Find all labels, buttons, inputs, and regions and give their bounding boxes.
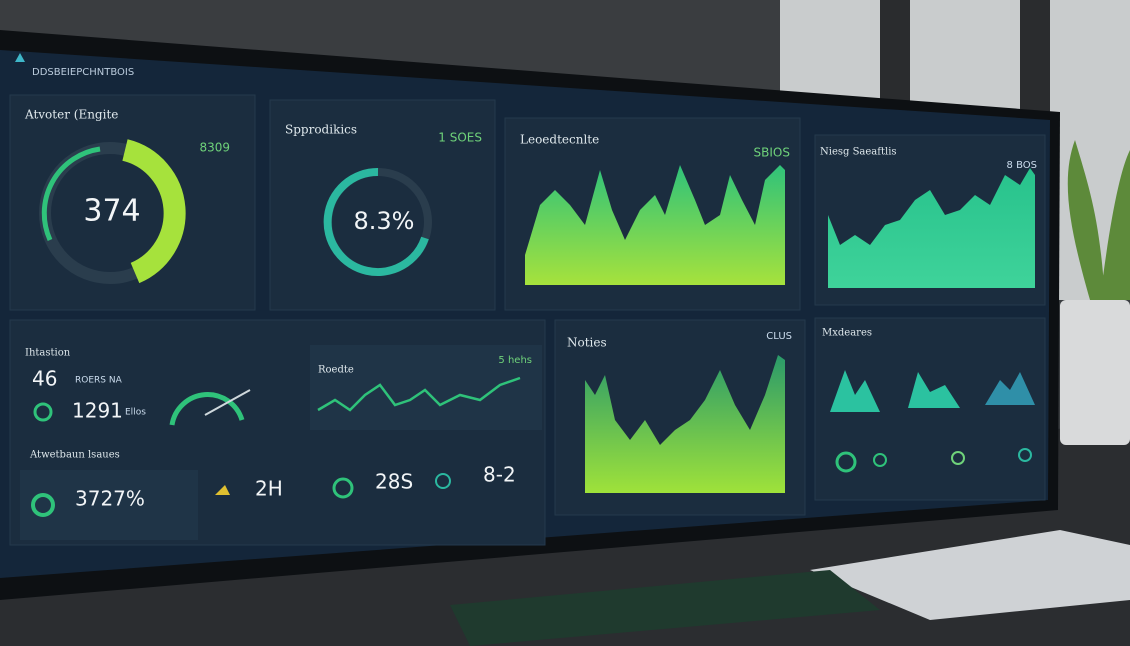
mini-chart [985,372,1035,405]
trend-note: 5 hehs [498,355,532,366]
panel-title: Mxdeares [822,328,872,339]
line-chart [317,376,521,412]
issues-title: Atwetbaun lsaues [29,450,120,461]
gauge-fill [41,146,101,242]
stat-value: 1291 [72,399,123,423]
panel-title: Noties [567,336,607,350]
trend-title: Roedte [318,365,354,376]
icon [332,477,354,499]
panel-note: 8309 [199,141,230,155]
area-chart [525,165,785,285]
gauge-needle [204,389,251,416]
icon [835,451,857,473]
icon [31,493,55,517]
logo [15,53,25,62]
area-chart [585,355,785,493]
panel-note: SBIOS [754,146,790,160]
mini-chart [830,370,880,412]
panel-title: Ihtastion [25,348,71,359]
icon [873,453,887,467]
panel-title: Niesg Saeaftlis [820,147,897,158]
gauge-fill [169,392,245,426]
issue-value: 3727% [75,487,145,511]
icon [33,402,53,422]
subpanel [20,470,198,540]
donut-fill [323,167,429,276]
issue-value: 2H [255,477,283,501]
gauge-fill [122,139,186,284]
app-title: DDSBEIEPCHNTBOIS [32,67,134,78]
desk-mat [450,570,880,646]
keyboard [810,530,1130,620]
donut-value: 8.3% [354,207,415,235]
issue-value: 28S [375,470,413,494]
issue-value: 8-2 [483,463,516,487]
subpanel [310,345,542,430]
panel-note: CLUS [766,331,792,342]
pot [1060,300,1130,445]
icon [1018,448,1032,462]
plant [1067,140,1130,300]
panel-note: 8 BOS [1007,160,1037,171]
icon [215,485,230,495]
panel-title: Leoedtecnlte [520,133,599,147]
area-chart [828,168,1035,288]
panel-title: Spprodikics [285,123,357,137]
mini-chart [908,372,960,408]
stat-label: ROERS NA [75,376,123,386]
icon [435,473,451,489]
icon [951,451,965,465]
stat-label: Ellos [125,408,146,418]
gauge-value: 374 [83,194,140,229]
panel-title: Atvoter (Engite [24,108,118,122]
panel-note: 1 SOES [438,131,482,145]
stat-value: 46 [32,367,57,391]
